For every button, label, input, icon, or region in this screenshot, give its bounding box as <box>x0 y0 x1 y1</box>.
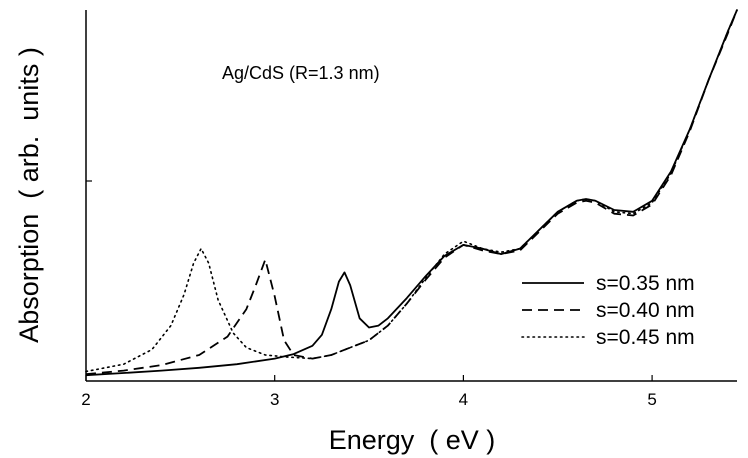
x-ticks: 2 3 4 5 <box>81 375 657 409</box>
legend-label-1: s=0.35 nm <box>596 272 695 295</box>
x-tick-label: 3 <box>270 390 279 409</box>
series-line-2 <box>85 9 738 376</box>
x-axis-label: Energy ( eV ) <box>329 425 496 455</box>
x-tick-label: 5 <box>647 390 656 409</box>
legend-label-3: s=0.45 nm <box>596 326 695 349</box>
x-tick-label: 4 <box>459 390 468 409</box>
y-axis-label: Absorption ( arb. units ) <box>14 47 44 343</box>
series-layer <box>85 9 738 377</box>
series-line-1 <box>85 9 738 377</box>
chart-annotation: Ag/CdS (R=1.3 nm) <box>222 63 380 83</box>
x-tick-label: 2 <box>81 390 90 409</box>
legend: s=0.35 nm s=0.40 nm s=0.45 nm <box>521 272 695 349</box>
series-line-3 <box>85 9 738 373</box>
plot-frame <box>85 10 737 382</box>
legend-label-2: s=0.40 nm <box>596 299 695 322</box>
